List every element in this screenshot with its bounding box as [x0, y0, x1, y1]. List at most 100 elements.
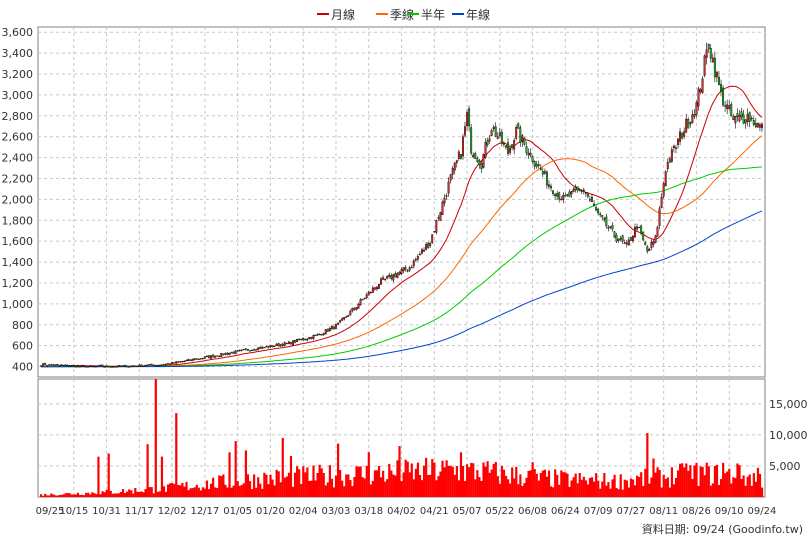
candle-body	[322, 333, 325, 336]
candle	[701, 76, 704, 94]
candle-body	[230, 352, 233, 354]
volume-bars	[40, 379, 764, 497]
volume-bar	[511, 467, 514, 497]
volume-bar	[576, 483, 579, 497]
volume-bar	[408, 472, 411, 497]
candle	[294, 339, 296, 344]
volume-bar	[99, 494, 102, 497]
volume-bar	[339, 469, 342, 497]
candle	[380, 276, 382, 286]
candle	[513, 137, 516, 155]
candle-body	[158, 364, 161, 367]
candle-body	[273, 345, 276, 347]
candle	[205, 355, 208, 358]
candle-body	[720, 84, 722, 92]
candle	[277, 342, 280, 347]
candle	[226, 352, 229, 356]
candle-body	[461, 136, 464, 157]
candle-body	[91, 365, 94, 368]
candle-body	[525, 146, 528, 153]
candle	[539, 163, 542, 171]
candle-body	[384, 278, 387, 280]
candle-body	[464, 126, 466, 136]
candle-body	[105, 365, 108, 368]
candle-body	[521, 135, 524, 142]
candle-body	[388, 274, 391, 277]
candle	[556, 190, 559, 201]
volume-bar	[320, 468, 323, 497]
candle	[480, 160, 483, 174]
volume-bar	[46, 495, 49, 497]
candle-body	[451, 168, 454, 175]
candle	[406, 269, 409, 273]
candle	[203, 356, 206, 360]
ma-line-240	[41, 210, 763, 368]
candle	[257, 346, 260, 351]
volume-bar	[56, 495, 59, 497]
volume-bar	[740, 479, 743, 497]
candle	[664, 169, 667, 187]
candle-body	[709, 47, 712, 59]
volume-bar	[105, 490, 108, 497]
candle-body	[208, 355, 210, 358]
volume-bar	[406, 461, 409, 497]
candle-body	[87, 366, 90, 368]
candle-body	[654, 235, 657, 243]
candle	[365, 292, 368, 300]
volume-bar	[699, 466, 702, 497]
volume-bar	[191, 488, 194, 497]
candle-body	[83, 365, 86, 367]
volume-bar	[384, 481, 387, 497]
candle-body	[486, 140, 489, 146]
candle	[414, 257, 417, 262]
candle-body	[103, 366, 106, 368]
candle-body	[687, 119, 690, 129]
candle	[85, 365, 88, 368]
volume-bar	[572, 477, 575, 497]
volume-bar	[332, 487, 336, 497]
candle	[648, 248, 651, 251]
candle-body	[726, 104, 729, 110]
candle	[136, 365, 139, 368]
candle-body	[234, 350, 237, 354]
volume-bar	[703, 475, 706, 497]
candle-body	[615, 235, 618, 242]
volume-bar	[257, 477, 260, 497]
candle-body	[722, 87, 725, 106]
candle	[666, 158, 669, 173]
volume-bar	[386, 479, 389, 497]
volume-bar	[373, 470, 377, 497]
volume-bar	[593, 481, 596, 497]
candle	[152, 364, 155, 366]
candle-body	[332, 326, 335, 329]
candle-body	[126, 365, 129, 368]
candle-body	[373, 287, 376, 290]
candle-body	[441, 201, 444, 215]
candle-body	[160, 364, 163, 366]
volume-bar	[306, 467, 309, 497]
candle	[558, 191, 561, 203]
candle	[523, 136, 526, 146]
candle	[595, 204, 598, 212]
candle-body	[50, 364, 53, 366]
candle	[720, 79, 722, 97]
candle	[562, 191, 565, 204]
candle	[361, 298, 364, 301]
volume-bar	[582, 476, 585, 497]
volume-bar	[138, 491, 141, 497]
candle	[181, 360, 184, 363]
candle	[357, 302, 360, 309]
volume-bar	[324, 485, 327, 497]
volume-bar	[330, 478, 334, 497]
candle-body	[95, 366, 98, 368]
candle	[599, 211, 602, 218]
candle	[650, 239, 653, 251]
volume-bar	[679, 463, 682, 497]
candle	[644, 241, 647, 246]
candle	[111, 365, 114, 368]
volume-bar	[312, 465, 315, 497]
candle	[722, 85, 725, 107]
volume-bar	[308, 480, 311, 497]
candle-body	[748, 112, 751, 122]
